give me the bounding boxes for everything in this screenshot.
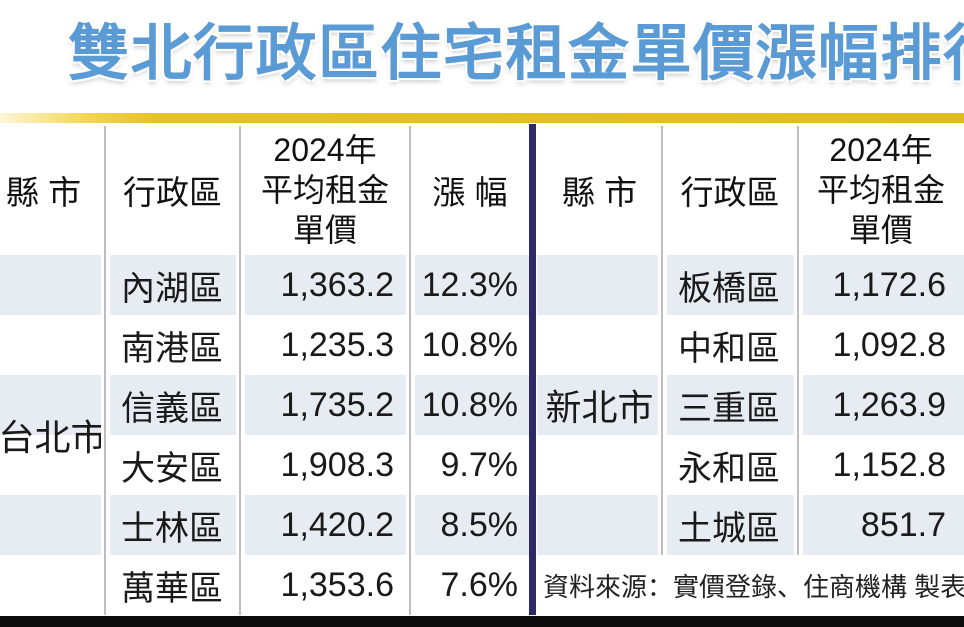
title-underline-bar (0, 113, 964, 123)
column-divider (658, 126, 667, 555)
bottom-border-bar (0, 616, 964, 627)
column-divider (236, 126, 245, 615)
district-cell: 萬華區 (121, 569, 223, 608)
data-source-note: 資料來源：實價登錄、住商機構 製表 (543, 571, 964, 602)
left-header-rent: 2024年 平均租金 單價 (260, 131, 389, 248)
table-row: 三重區 1,263.9 (537, 375, 964, 435)
district-cell: 三重區 (678, 389, 780, 428)
district-cell: 土城區 (678, 509, 780, 548)
column-divider (101, 126, 110, 615)
district-cell: 信義區 (121, 389, 223, 428)
district-cell: 南港區 (121, 329, 223, 368)
district-cell: 大安區 (121, 449, 223, 488)
table-separator-bar (529, 124, 536, 615)
column-divider (406, 126, 415, 615)
right-header-city: 縣 市 (561, 173, 638, 211)
rent-cell: 851.7 (860, 505, 946, 544)
left-header-district: 行政區 (123, 173, 222, 211)
table-row: 南港區 1,235.3 10.8% (0, 315, 530, 375)
city-merged-cell-new-taipei: 新北市 (545, 387, 654, 428)
city-merged-cell-taipei: 台北市 (0, 417, 107, 458)
change-cell: 12.3% (421, 265, 518, 304)
rent-cell: 1,908.3 (280, 445, 394, 484)
table-row: 永和區 1,152.8 (537, 435, 964, 495)
table-row: 內湖區 1,363.2 12.3% (0, 255, 530, 315)
right-header-rent: 2024年 平均租金 單價 (816, 131, 945, 248)
table-row: 土城區 851.7 (537, 495, 964, 555)
left-header-change: 漲 幅 (432, 173, 508, 211)
table-row: 士林區 1,420.2 8.5% (0, 495, 530, 555)
rent-cell: 1,152.8 (832, 445, 946, 484)
rent-cell: 1,092.8 (832, 325, 946, 364)
rent-cell: 1,235.3 (280, 325, 394, 364)
change-cell: 9.7% (440, 445, 519, 484)
district-cell: 內湖區 (121, 269, 223, 308)
rent-cell: 1,263.9 (832, 385, 946, 424)
table-row: 板橋區 1,172.6 (537, 255, 964, 315)
table-row: 大安區 1,908.3 9.7% (0, 435, 530, 495)
district-cell: 永和區 (678, 449, 780, 488)
change-cell: 10.8% (421, 385, 518, 424)
rent-cell: 1,420.2 (280, 505, 394, 544)
district-cell: 中和區 (678, 329, 780, 368)
change-cell: 7.6% (440, 565, 519, 604)
column-divider (794, 126, 803, 555)
left-header-city: 縣 市 (5, 173, 82, 211)
change-cell: 8.5% (440, 505, 519, 544)
table-row: 信義區 1,735.2 10.8% (0, 375, 530, 435)
right-header-district: 行政區 (680, 173, 780, 211)
rent-cell: 1,363.2 (280, 265, 394, 304)
table-row: 中和區 1,092.8 (537, 315, 964, 375)
page-title: 雙北行政區住宅租金單價漲幅排行 (68, 19, 964, 87)
rent-cell: 1,735.2 (280, 385, 394, 424)
table-row: 萬華區 1,353.6 7.6% (0, 555, 530, 615)
district-cell: 板橋區 (678, 269, 780, 308)
district-cell: 士林區 (121, 509, 223, 548)
rent-cell: 1,172.6 (832, 265, 946, 304)
rent-cell: 1,353.6 (280, 565, 394, 604)
change-cell: 10.8% (421, 325, 518, 364)
